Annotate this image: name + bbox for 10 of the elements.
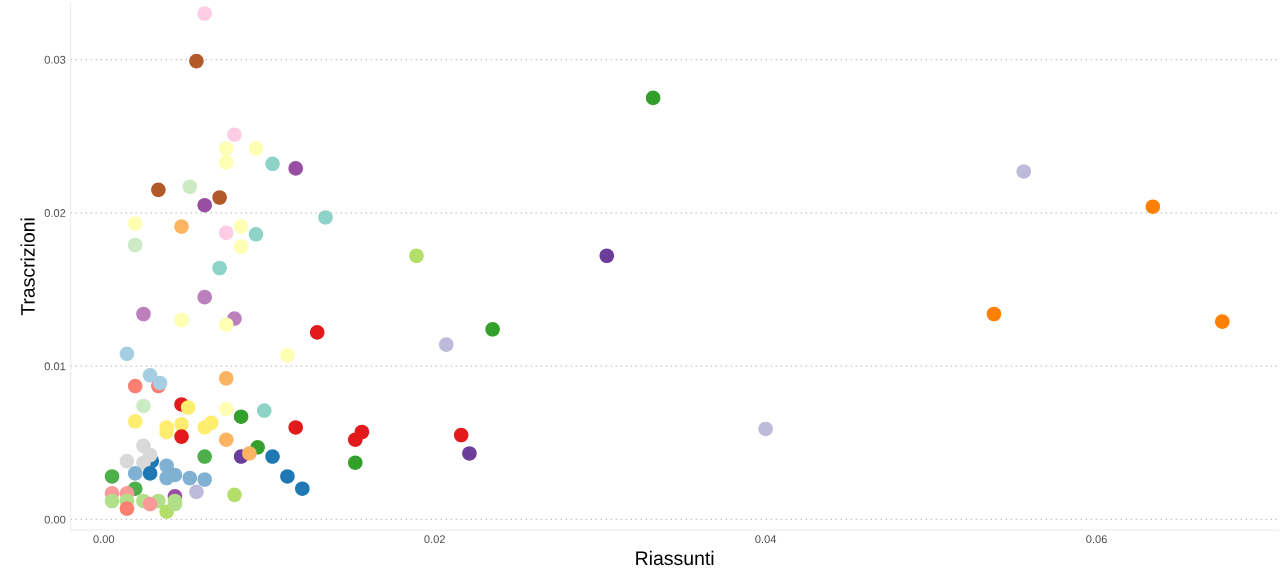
y-tick-label: 0.01 — [44, 362, 66, 371]
y-tick-label: 0.02 — [44, 209, 66, 217]
x-tick-label: 0.02 — [424, 535, 445, 544]
x-tick-label: 0.06 — [1086, 535, 1107, 544]
x-tick-label: 0.04 — [755, 535, 777, 544]
y-axis-title: Trascrizioni — [20, 218, 35, 316]
y-tick-label: 0.03 — [44, 55, 66, 64]
x-tick-label: 0.00 — [93, 535, 115, 544]
x-axis-title: Riassunti — [636, 550, 714, 566]
y-tick-label: 0.00 — [44, 515, 66, 524]
